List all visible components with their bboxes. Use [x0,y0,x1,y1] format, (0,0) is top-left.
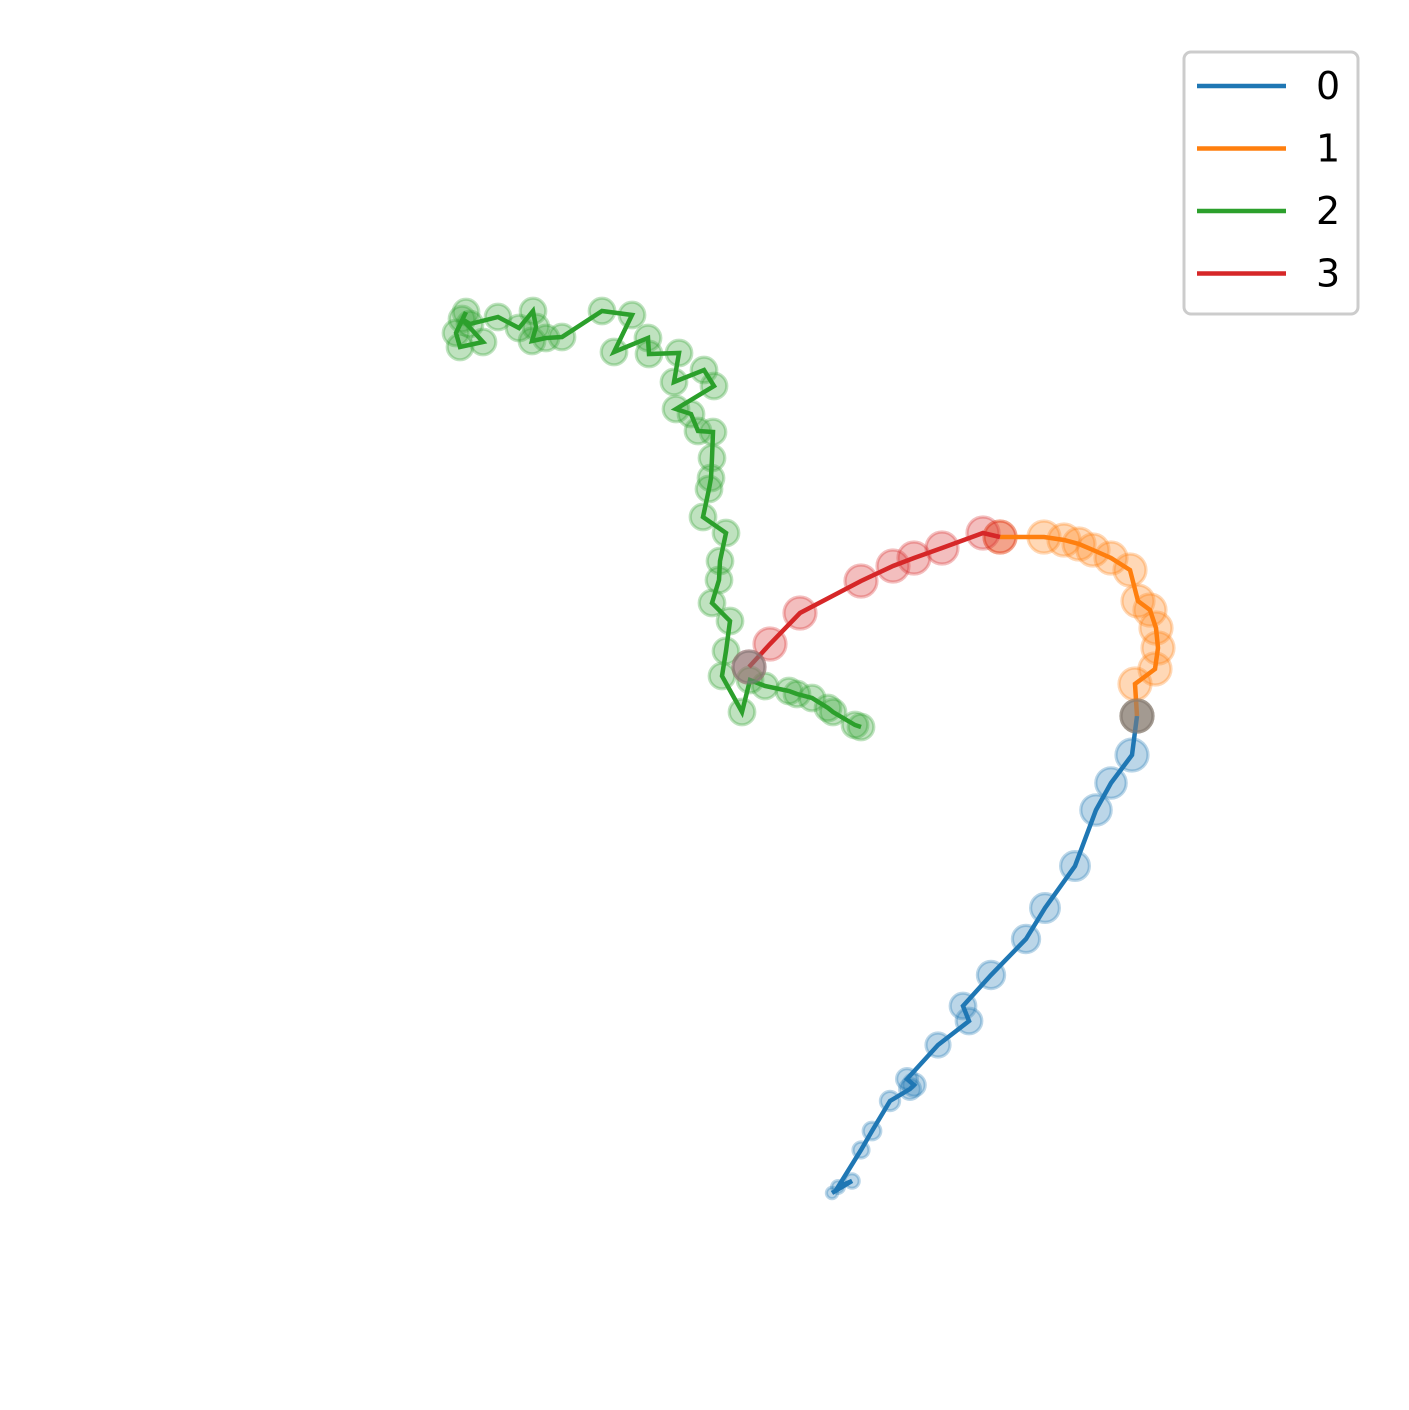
series-3-line [747,530,1001,669]
junction-point-1 [731,649,767,685]
series-1-line [1000,534,1161,717]
junction-layer [731,649,1155,734]
legend: 0 1 2 3 [1182,50,1360,316]
line-layer [453,305,1161,1195]
legend-frame [1182,50,1360,316]
legend-entries: 0 1 2 3 [1197,64,1340,296]
junction-point-0 [1119,698,1155,734]
series-2-line [453,305,862,730]
legend-label-2: 2 [1316,189,1340,233]
series-0-line [830,715,1140,1195]
legend-label-0: 0 [1316,64,1340,108]
legend-label-3: 3 [1316,252,1340,296]
marker-layer [441,296,1176,1201]
legend-label-1: 1 [1316,127,1340,171]
